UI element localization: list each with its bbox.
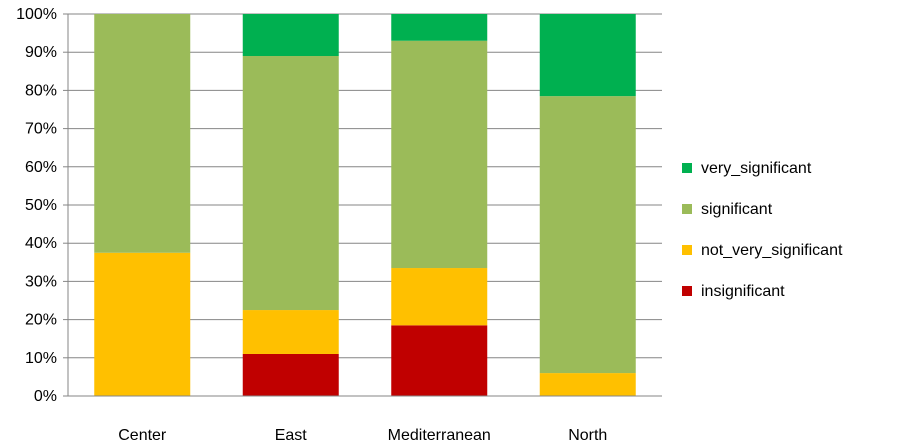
y-tick-label: 100% — [16, 6, 57, 23]
bar-segment-significant — [94, 14, 191, 253]
x-axis-category-labels: Center East Mediterranean North — [118, 427, 607, 444]
bar-segment-significant — [242, 56, 339, 311]
bar-segment-significant — [391, 40, 488, 269]
y-tick-label: 70% — [25, 121, 57, 138]
y-tick-label: 90% — [25, 44, 57, 61]
y-tick-label: 10% — [25, 350, 57, 367]
y-tick-label: 60% — [25, 159, 57, 176]
y-tick-label: 20% — [25, 312, 57, 329]
legend-swatch-insignificant — [682, 286, 692, 296]
bar-segment-very-significant — [242, 14, 339, 57]
bar-segment-not-very-significant — [391, 268, 488, 326]
y-axis-tick-labels: 0% 10% 20% 30% 40% 50% 60% 70% 80% 90% 100% — [16, 6, 57, 405]
legend-label-significant: significant — [701, 201, 773, 218]
bar-segment-insignificant — [391, 325, 488, 396]
legend-swatch-very-significant — [682, 163, 692, 173]
bar-segment-not-very-significant — [242, 310, 339, 354]
y-tick-label: 50% — [25, 197, 57, 214]
y-tick-label: 0% — [34, 388, 57, 405]
bar-segment-significant — [539, 96, 636, 374]
bar-segment-not-very-significant — [94, 252, 191, 396]
x-category-label: Center — [118, 427, 167, 444]
legend-swatch-not-very-significant — [682, 245, 692, 255]
axes — [63, 13, 662, 397]
bar-segment-very-significant — [391, 14, 488, 41]
legend: very_significant significant not_very_sign… — [682, 160, 843, 300]
legend-label-insignificant: insignificant — [701, 283, 785, 300]
x-category-label: East — [275, 427, 308, 444]
y-tick-label: 80% — [25, 82, 57, 99]
x-category-label: Mediterranean — [388, 427, 491, 444]
legend-label-not-very-significant: not_very_significant — [701, 242, 843, 259]
bars — [94, 14, 636, 396]
y-tick-label: 30% — [25, 273, 57, 290]
y-tick-label: 40% — [25, 235, 57, 252]
legend-swatch-significant — [682, 204, 692, 214]
bar-segment-very-significant — [539, 14, 636, 97]
legend-label-very-significant: very_significant — [701, 160, 812, 177]
bar-segment-insignificant — [242, 353, 339, 396]
bar-segment-not-very-significant — [539, 373, 636, 396]
x-category-label: North — [568, 427, 607, 444]
